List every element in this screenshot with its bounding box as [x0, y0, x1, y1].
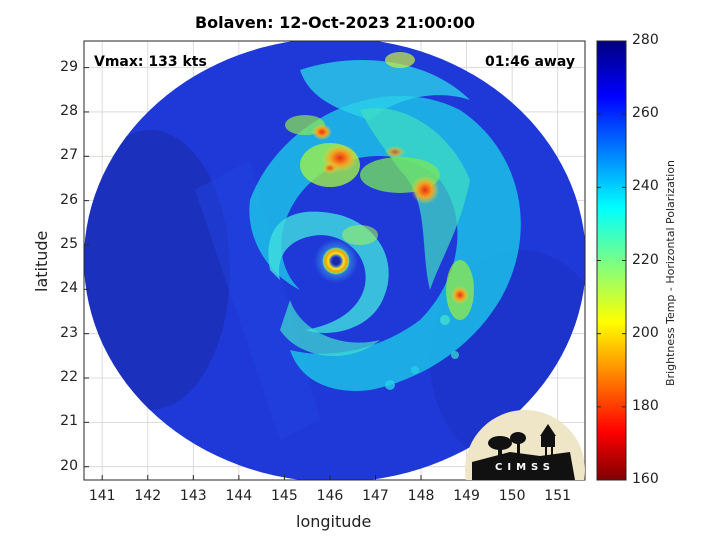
colorbar-label: Brightness Temp - Horizontal Polarizatio… [664, 160, 677, 386]
colorbar-tick-label: 240 [632, 178, 659, 195]
plot-title: Bolaven: 12-Oct-2023 21:00:00 [194, 13, 476, 32]
x-tick-label: 148 [407, 488, 435, 504]
x-tick-label: 151 [544, 488, 572, 504]
colorbar-tick-label: 180 [632, 397, 659, 414]
cimss-logo [465, 410, 585, 480]
colorbar-tick-label: 200 [632, 324, 659, 341]
vmax-annotation: Vmax: 133 kts [94, 54, 207, 70]
x-tick-label: 149 [453, 488, 480, 504]
y-tick-label: 27 [60, 147, 78, 164]
colorbar-tick-label: 160 [632, 471, 659, 487]
plot-frame [83, 40, 586, 481]
colorbar-tick-label: 220 [632, 251, 659, 268]
y-tick-label: 28 [60, 102, 78, 119]
y-tick-label: 24 [60, 280, 78, 297]
y-tick-label: 22 [60, 369, 78, 385]
x-tick-label: 147 [362, 488, 389, 504]
x-tick-label: 150 [498, 488, 526, 504]
y-tick-label: 21 [60, 413, 78, 430]
x-tick-label: 143 [179, 488, 207, 504]
x-tick-label: 144 [225, 488, 253, 504]
y-tick-label: 23 [60, 324, 78, 341]
x-axis-label: longitude [296, 512, 372, 531]
x-tick-label: 146 [316, 488, 344, 504]
x-tick-label: 142 [134, 488, 162, 504]
y-tick-label: 20 [60, 457, 78, 474]
colorbar-tick-label: 280 [632, 32, 659, 48]
colorbar-tick-label: 260 [632, 105, 659, 122]
y-tick-label: 25 [60, 235, 78, 252]
colorbar-ticks [597, 40, 626, 481]
y-tick-label: 29 [60, 58, 78, 75]
colorbar [596, 40, 627, 481]
cimss-logo-text: CIMSS [495, 462, 555, 473]
x-tick-label: 141 [88, 488, 116, 504]
time-away-annotation: 01:46 away [485, 54, 575, 70]
x-tick-label: 145 [271, 488, 298, 504]
y-axis-label: latitude [32, 230, 51, 292]
y-tick-label: 26 [60, 191, 78, 208]
